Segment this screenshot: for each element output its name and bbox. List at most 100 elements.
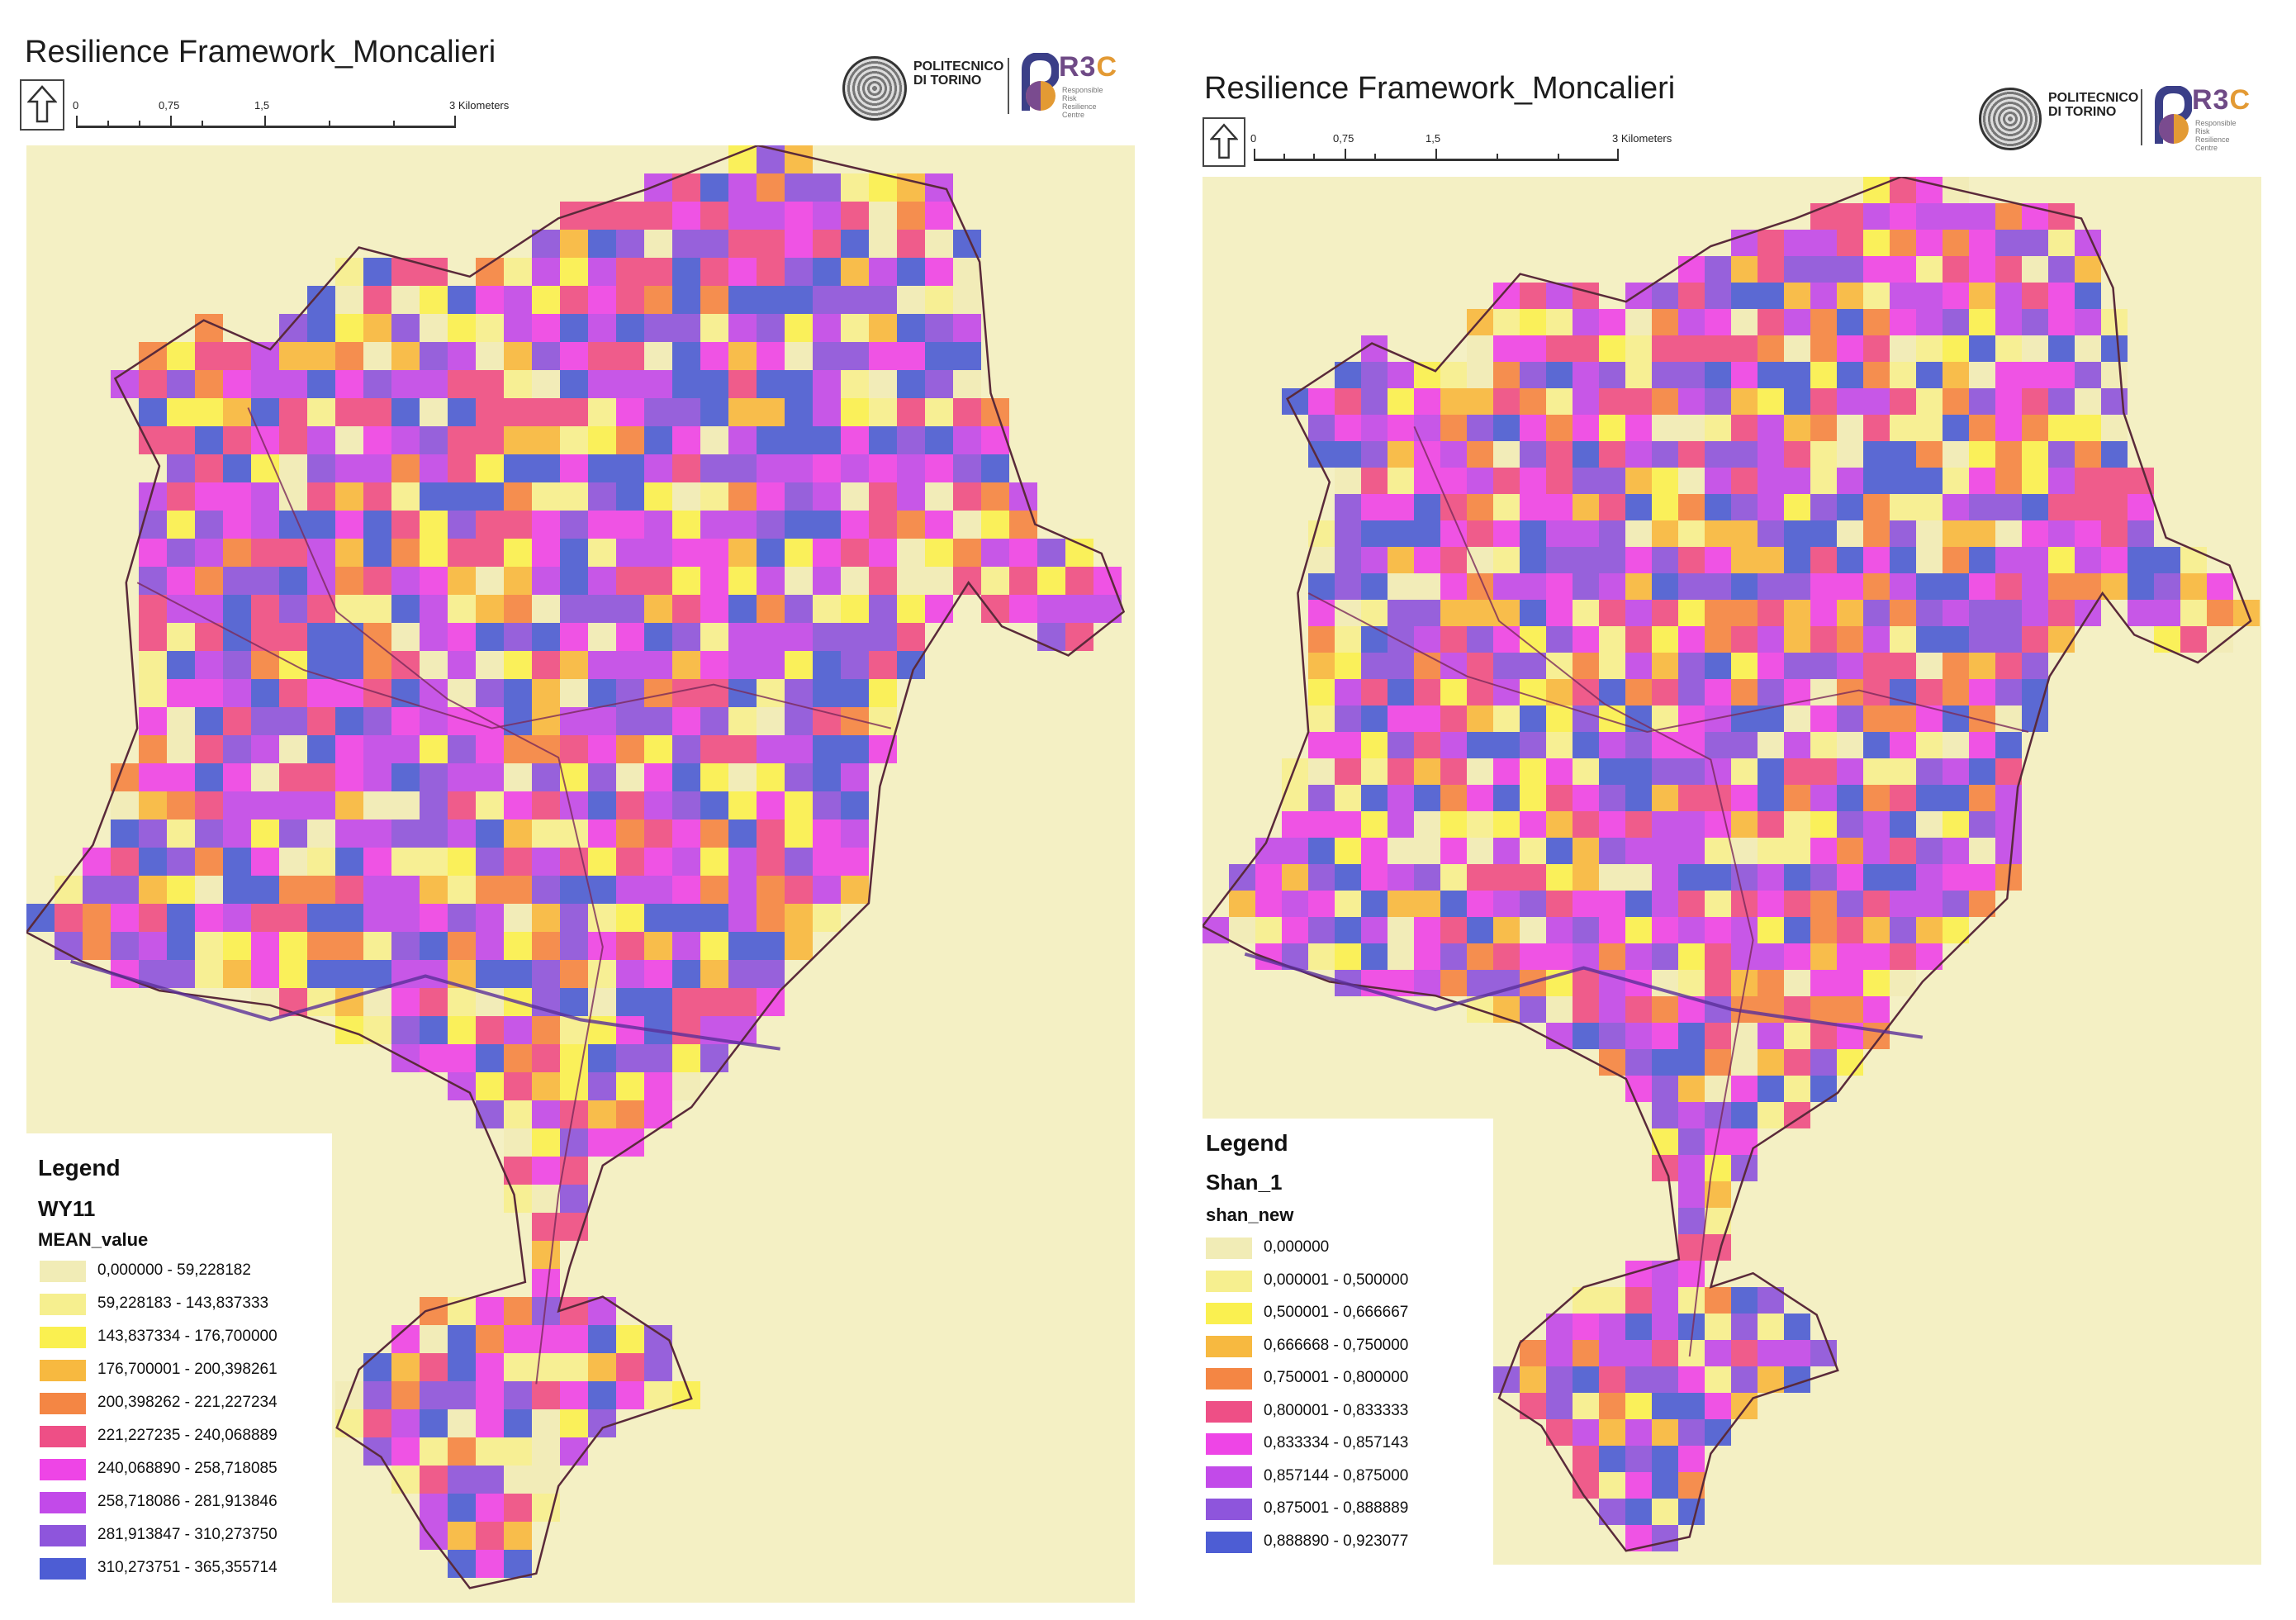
map-cell <box>1625 309 1652 335</box>
map-cell <box>1493 468 1520 494</box>
map-cell <box>1599 1419 1625 1446</box>
map-cell <box>560 398 588 426</box>
map-cell <box>1678 864 1705 891</box>
map-cell <box>588 848 616 876</box>
map-cell <box>251 988 279 1016</box>
map-cell <box>644 735 672 763</box>
map-cell <box>476 370 504 398</box>
map-cell <box>1414 547 1440 573</box>
map-cell <box>2180 573 2207 600</box>
map-cell <box>420 791 448 820</box>
map-cell <box>532 567 560 595</box>
map-cell <box>307 791 335 820</box>
map-cell <box>504 314 532 342</box>
map-cell <box>1943 891 1969 917</box>
map-cell <box>1520 653 1546 679</box>
map-cell <box>476 1044 504 1072</box>
map-cell <box>279 707 307 735</box>
map-cell <box>1995 705 2022 732</box>
map-cell <box>1493 600 1520 626</box>
legend-item: 143,837334 - 176,700000 <box>40 1325 320 1352</box>
map-cell <box>504 960 532 988</box>
legend-title: Legend <box>38 1155 121 1181</box>
map-cell <box>195 791 223 820</box>
map-cell <box>785 904 813 932</box>
map-cell <box>1388 705 1414 732</box>
map-cell <box>1678 520 1705 547</box>
map-cell <box>1573 1446 1599 1472</box>
legend-field-name: shan_new <box>1206 1204 1294 1225</box>
map-cell <box>391 595 420 623</box>
map-cell <box>1863 309 1890 335</box>
map-cell <box>363 848 391 876</box>
map-cell <box>1573 1340 1599 1366</box>
map-cell <box>2048 468 2075 494</box>
map-cell <box>363 1381 391 1409</box>
map-cell <box>1731 335 1758 362</box>
map-cell <box>2128 520 2154 547</box>
map-cell <box>1440 732 1467 758</box>
map-cell <box>2022 309 2048 335</box>
map-cell <box>1784 1023 1810 1049</box>
map-cell <box>757 651 785 679</box>
map-cell <box>1995 335 2022 362</box>
map-cell <box>1705 335 1731 362</box>
map-cell <box>448 623 476 651</box>
map-cell <box>785 370 813 398</box>
map-cell <box>1493 335 1520 362</box>
map-cell <box>1810 335 1837 362</box>
map-cell <box>532 1128 560 1157</box>
map-cell <box>1388 785 1414 811</box>
map-cell <box>757 286 785 314</box>
map-cell <box>532 1381 560 1409</box>
map-cell <box>869 707 897 735</box>
road-line <box>247 407 604 1385</box>
map-cell <box>560 539 588 567</box>
map-cell <box>560 1353 588 1381</box>
map-cell <box>953 482 981 511</box>
map-cell <box>1810 1049 1837 1076</box>
map-cell <box>1890 732 1916 758</box>
map-cell <box>1335 811 1361 838</box>
map-cell <box>1916 520 1943 547</box>
map-cell <box>251 595 279 623</box>
map-cell <box>1810 520 1837 547</box>
map-cell <box>757 482 785 511</box>
map-cell <box>560 1185 588 1213</box>
map-cell <box>139 370 167 398</box>
map-cell <box>1546 838 1573 864</box>
map-cell <box>1837 653 1863 679</box>
map-cell <box>644 932 672 960</box>
legend-swatch <box>1206 1499 1252 1520</box>
map-cell <box>1388 600 1414 626</box>
map-cell <box>588 651 616 679</box>
map-cell <box>1009 511 1037 539</box>
map-cell <box>1705 1287 1731 1314</box>
map-cell <box>1467 811 1493 838</box>
map-cell <box>1599 732 1625 758</box>
map-cell <box>420 848 448 876</box>
map-cell <box>195 454 223 482</box>
map-cell <box>560 988 588 1016</box>
map-cell <box>2128 600 2154 626</box>
map-cell <box>841 482 869 511</box>
map-cell <box>1731 362 1758 388</box>
map-cell <box>420 1353 448 1381</box>
map-cell <box>1652 335 1678 362</box>
map-cell <box>2048 283 2075 309</box>
university-name: POLITECNICO DI TORINO <box>913 59 1004 88</box>
map-cell <box>588 370 616 398</box>
map-cell <box>335 876 363 904</box>
map-cell <box>1546 732 1573 758</box>
map-cell <box>1467 388 1493 415</box>
map-cell <box>1625 494 1652 520</box>
map-cell <box>1705 1340 1731 1366</box>
map-cell <box>1705 811 1731 838</box>
map-cell <box>1678 1208 1705 1234</box>
map-cell <box>1758 758 1784 785</box>
map-cell <box>307 426 335 454</box>
map-cell <box>476 1353 504 1381</box>
map-cell <box>504 370 532 398</box>
map-cell <box>335 1409 363 1437</box>
map-cell <box>1652 653 1678 679</box>
